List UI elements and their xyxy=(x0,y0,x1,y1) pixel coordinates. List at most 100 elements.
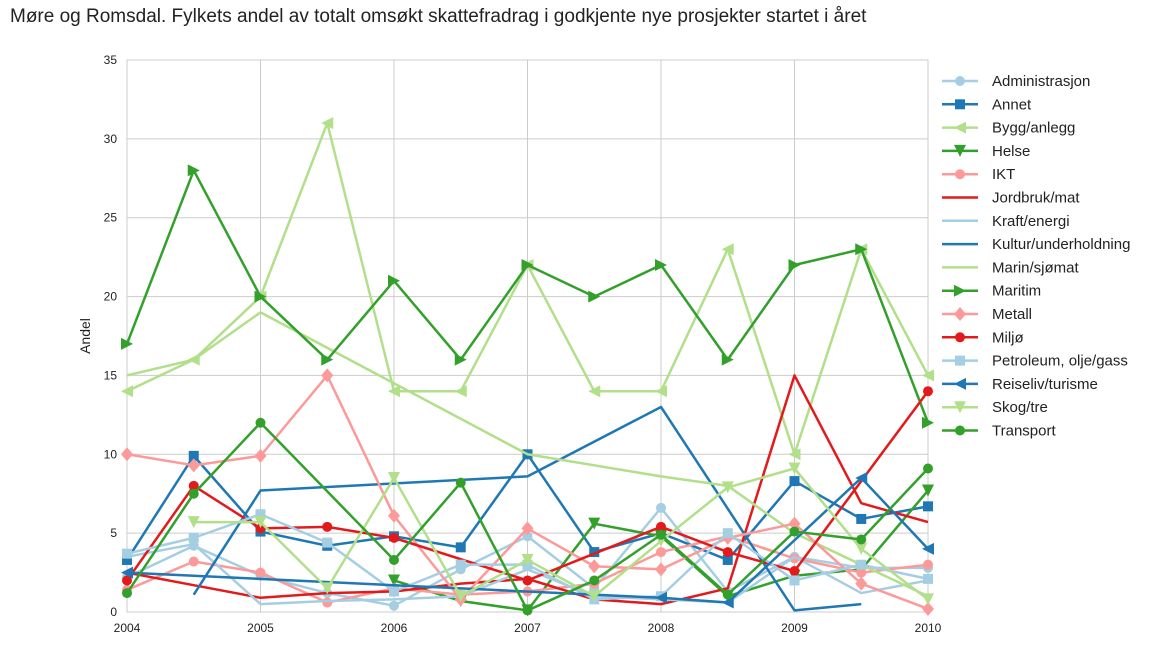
data-point xyxy=(856,559,867,570)
legend-item: Jordbruk/mat xyxy=(942,190,1080,207)
data-point xyxy=(454,590,467,603)
data-point xyxy=(322,597,333,608)
x-tick-label: 2008 xyxy=(648,621,675,635)
data-point xyxy=(187,458,200,473)
data-point xyxy=(855,471,868,484)
data-point xyxy=(855,576,868,591)
data-point xyxy=(588,559,601,574)
legend-marker xyxy=(954,307,966,321)
data-point xyxy=(455,477,466,488)
data-point xyxy=(589,575,600,586)
data-point xyxy=(322,521,333,532)
x-tick-label: 2006 xyxy=(381,621,408,635)
legend-item: Bygg/anlegg xyxy=(942,120,1075,137)
legend-label: Maritim xyxy=(992,283,1041,300)
legend-item: Transport xyxy=(942,423,1056,440)
data-point xyxy=(522,605,533,616)
legend-label: Annet xyxy=(992,96,1032,113)
x-tick-label: 2005 xyxy=(247,621,274,635)
data-point xyxy=(454,385,467,398)
data-point xyxy=(121,447,133,462)
legend-item: Petroleum, olje/gass xyxy=(942,353,1128,370)
data-point xyxy=(922,593,934,606)
x-axis: 2004 2005 2006 2007 2008 2009 2010 xyxy=(114,621,942,635)
legend-marker xyxy=(955,99,965,110)
data-point xyxy=(121,566,133,579)
data-point xyxy=(922,484,934,497)
legend-label: Transport xyxy=(992,423,1056,440)
series-line xyxy=(125,421,929,612)
data-point xyxy=(122,548,132,559)
legend-label: Marin/sjømat xyxy=(992,259,1080,276)
legend-marker xyxy=(954,121,966,134)
series-line xyxy=(192,405,862,612)
y-tick-label: 30 xyxy=(104,132,118,146)
data-point xyxy=(655,591,667,604)
data-point xyxy=(522,575,533,586)
legend: Administrasjon Annet Bygg/anlegg Helse IKT Jo… xyxy=(942,73,1130,440)
data-point xyxy=(923,573,933,584)
data-point xyxy=(788,516,801,531)
x-tick-label: 2010 xyxy=(915,621,942,635)
data-point xyxy=(121,385,133,398)
x-tick-label: 2004 xyxy=(114,621,141,635)
data-point xyxy=(656,547,666,558)
data-point xyxy=(656,529,666,540)
series-7 xyxy=(192,405,862,612)
data-point xyxy=(122,588,132,599)
y-tick-label: 0 xyxy=(110,605,117,619)
data-point xyxy=(388,574,400,587)
data-point xyxy=(389,532,399,543)
y-tick-label: 15 xyxy=(104,368,118,382)
data-point xyxy=(923,501,933,512)
data-point xyxy=(789,565,800,576)
data-point xyxy=(188,488,199,499)
legend-marker xyxy=(955,76,965,86)
data-point xyxy=(255,509,266,520)
data-point xyxy=(922,416,934,429)
data-point xyxy=(923,463,933,474)
data-point xyxy=(721,353,734,366)
legend-marker xyxy=(955,355,965,366)
data-point xyxy=(923,386,933,397)
legend-item: Reiseliv/turisme xyxy=(942,376,1098,393)
legend-label: Skog/tre xyxy=(992,399,1048,416)
legend-item: Helse xyxy=(942,143,1030,160)
data-point xyxy=(588,517,601,530)
data-point xyxy=(388,274,400,287)
legend-item: Metall xyxy=(942,306,1032,323)
legend-marker xyxy=(954,144,966,157)
data-point xyxy=(721,481,734,494)
data-point xyxy=(188,556,199,567)
legend-label: IKT xyxy=(992,166,1015,183)
data-point xyxy=(656,521,666,532)
y-tick-label: 25 xyxy=(104,211,118,225)
data-point xyxy=(254,448,267,463)
data-point xyxy=(922,542,934,555)
data-point xyxy=(722,589,733,600)
data-point xyxy=(721,243,734,256)
data-point xyxy=(789,553,800,564)
y-tick-label: 20 xyxy=(104,290,118,304)
series-8 xyxy=(126,311,929,598)
series-lines xyxy=(121,117,934,617)
data-point xyxy=(521,553,534,566)
data-point xyxy=(388,508,400,523)
legend-label: Kraft/energi xyxy=(992,213,1070,230)
legend-item: Maritim xyxy=(942,283,1041,300)
data-point xyxy=(321,582,334,595)
legend-label: Reiseliv/turisme xyxy=(992,376,1098,393)
data-point xyxy=(188,450,199,461)
legend-label: Bygg/anlegg xyxy=(992,120,1075,137)
series-15 xyxy=(122,417,933,616)
y-axis: 0 5 10 15 20 25 30 35 xyxy=(104,53,118,619)
legend-item: Annet xyxy=(942,96,1032,113)
legend-item: Kultur/underholdning xyxy=(942,236,1130,253)
series-line xyxy=(126,311,929,598)
data-point xyxy=(789,575,800,586)
data-point xyxy=(788,462,801,475)
data-point xyxy=(389,554,399,565)
data-point xyxy=(455,559,466,570)
data-point xyxy=(255,567,266,578)
data-point xyxy=(588,590,601,603)
